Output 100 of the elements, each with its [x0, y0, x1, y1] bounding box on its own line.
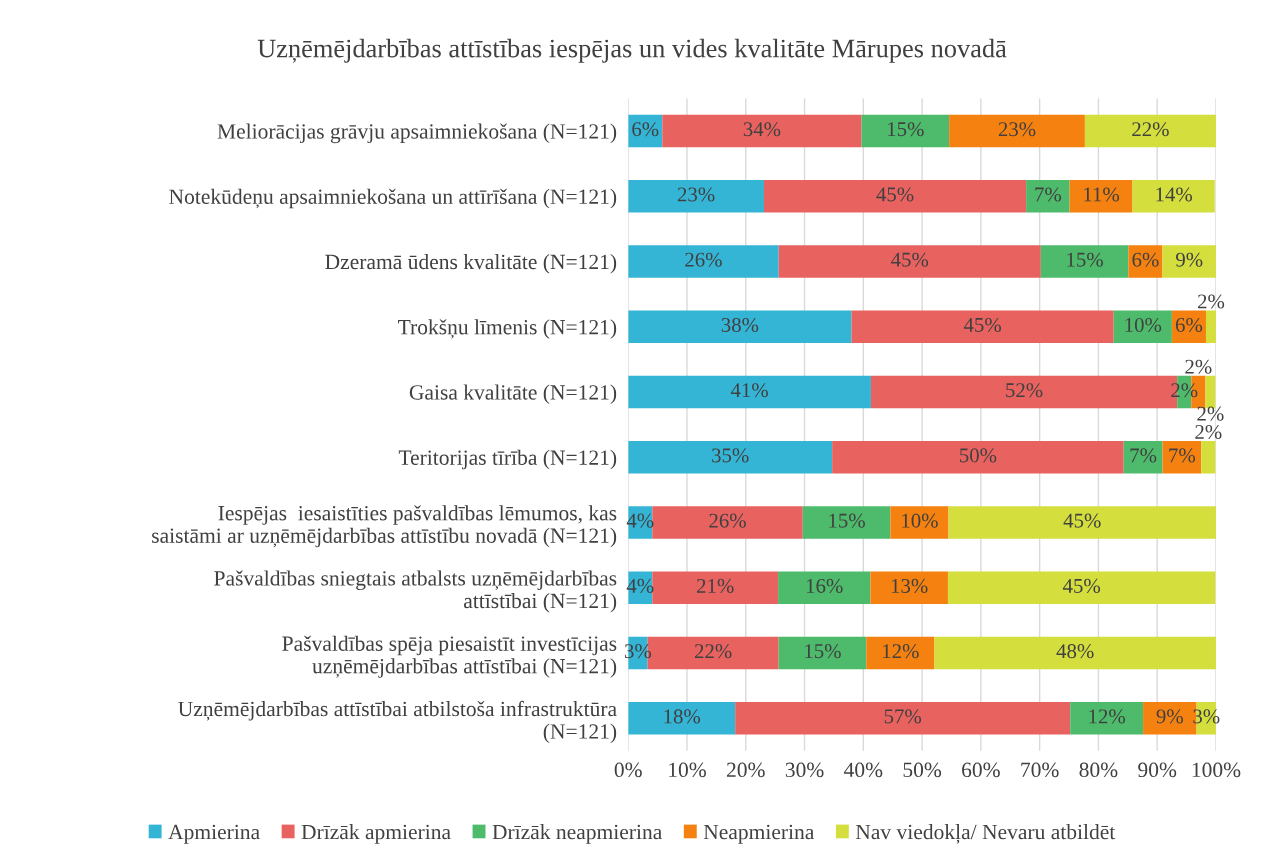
- bar: [652, 506, 803, 539]
- bar: [949, 114, 1085, 148]
- bar: [735, 701, 1071, 735]
- data-label: 9%: [1176, 252, 1203, 267]
- bar: [861, 114, 950, 148]
- bar: [851, 310, 1114, 344]
- y-tick-label: Teritorijas tīrība (N=121): [398, 449, 617, 470]
- x-tick-label: 80%: [1079, 762, 1118, 778]
- bar: [1113, 310, 1172, 344]
- legend-label: Neapmierina: [703, 824, 815, 844]
- bar: [1070, 701, 1144, 735]
- legend-label: Drīzāk neapmierina: [492, 824, 662, 844]
- data-label: 38%: [721, 317, 759, 333]
- bar: [1084, 114, 1216, 148]
- data-label: 2%: [1195, 424, 1222, 440]
- bar: [662, 114, 862, 148]
- data-label: 22%: [694, 644, 732, 659]
- data-label: 34%: [743, 122, 781, 137]
- y-tick-label: Pašvaldības sniegtais atbalsts uzņēmējdarbības attīstībai (N=121): [214, 570, 617, 613]
- bar: [1128, 245, 1163, 278]
- data-label: 50%: [960, 448, 997, 463]
- data-label: 41%: [730, 383, 768, 398]
- data-label: 9%: [1156, 709, 1183, 724]
- data-label: 15%: [829, 513, 865, 528]
- legend-label: Apmierina: [168, 824, 260, 844]
- data-label: 11%: [1084, 187, 1120, 202]
- data-label: 45%: [1063, 513, 1101, 528]
- bar: [866, 636, 935, 670]
- y-tick-label: Dzeramā ūdens kvalitāte (N=121): [325, 254, 617, 274]
- bar: [934, 636, 1216, 670]
- data-label: 45%: [963, 317, 1002, 333]
- data-label: 23%: [677, 187, 715, 202]
- bar: [628, 701, 736, 735]
- x-tick-label: 90%: [1138, 762, 1177, 778]
- x-tick-label: 20%: [726, 762, 765, 778]
- data-label: 15%: [1067, 252, 1103, 267]
- y-tick-label: Iespējas iesaistīties pašvaldības lēmumos, kas saistāmi ar uzņēmējdarbības attīstību novadā (N=121): [152, 505, 617, 548]
- data-label: 45%: [891, 252, 929, 267]
- bar: [1040, 245, 1129, 278]
- data-label: 45%: [876, 187, 914, 202]
- data-label: 6%: [632, 122, 659, 137]
- bar: [628, 440, 833, 474]
- bar: [1026, 179, 1070, 213]
- bar: [778, 245, 1041, 278]
- bar: [1162, 245, 1216, 278]
- x-tick-label: 30%: [785, 762, 824, 778]
- bar: [778, 636, 867, 670]
- data-label: 35%: [712, 448, 749, 463]
- bar: [870, 571, 948, 605]
- data-label: 45%: [1062, 578, 1101, 593]
- data-label: 7%: [1130, 448, 1157, 463]
- bar: [1205, 310, 1216, 344]
- bar: [628, 375, 871, 409]
- bar: [1069, 179, 1133, 213]
- x-tick-label: 70%: [1021, 762, 1059, 778]
- legend-label: Drīzāk apmierina: [301, 824, 451, 844]
- data-label: 22%: [1132, 122, 1169, 137]
- bar: [628, 310, 852, 344]
- data-label: 10%: [902, 513, 938, 528]
- x-tick-label: 40%: [844, 762, 883, 778]
- bar: [628, 179, 764, 213]
- data-label: 7%: [1035, 187, 1062, 202]
- data-label: 6%: [1132, 252, 1159, 267]
- y-tick-label: Notekūdeņu apsaimniekošana un attīrīšana (N=121): [169, 188, 617, 209]
- y-tick-label: Gaisa kvalitāte (N=121): [409, 384, 617, 405]
- data-label: 18%: [664, 709, 701, 724]
- data-label: 7%: [1169, 448, 1196, 463]
- bar: [763, 179, 1027, 213]
- bar: [947, 571, 1216, 605]
- data-label: 57%: [884, 709, 922, 724]
- bar: [778, 571, 871, 605]
- data-label: 23%: [998, 122, 1036, 137]
- x-tick-label: 100%: [1192, 762, 1241, 778]
- y-tick-label: Uzņēmējdarbības attīstībai atbilstoša infrastruktūra (N=121): [178, 700, 617, 744]
- data-label: 2%: [1197, 406, 1224, 421]
- y-tick-label: Pašvaldības spēja piesaistīt investīcijas uzņēmējdarbības attīstībai (N=121): [282, 635, 617, 678]
- bar: [832, 440, 1124, 474]
- data-label: 26%: [685, 252, 722, 267]
- bar: [1123, 440, 1163, 474]
- bar: [948, 506, 1216, 539]
- data-label: 16%: [806, 578, 843, 593]
- data-label: 14%: [1156, 187, 1193, 202]
- bar: [802, 506, 891, 539]
- data-label: 26%: [709, 513, 746, 528]
- data-label: 52%: [1006, 383, 1043, 398]
- data-label: 13%: [891, 578, 928, 593]
- data-label: 2%: [1185, 359, 1212, 374]
- data-label: 12%: [1089, 709, 1126, 724]
- y-tick-label: Trokšņu līmenis (N=121): [398, 319, 617, 339]
- x-tick-label: 10%: [669, 762, 706, 778]
- bar: [890, 506, 949, 539]
- data-label: 6%: [1175, 317, 1203, 333]
- x-tick-label: 0%: [614, 762, 642, 778]
- data-label: 21%: [697, 578, 734, 593]
- bar: [1162, 440, 1202, 474]
- data-label: 15%: [805, 644, 841, 659]
- bar: [1171, 310, 1206, 344]
- data-label: 48%: [1056, 644, 1094, 659]
- data-label: 10%: [1125, 317, 1162, 333]
- y-tick-label: Meliorācijas grāvju apsaimniekošana (N=121): [217, 123, 617, 144]
